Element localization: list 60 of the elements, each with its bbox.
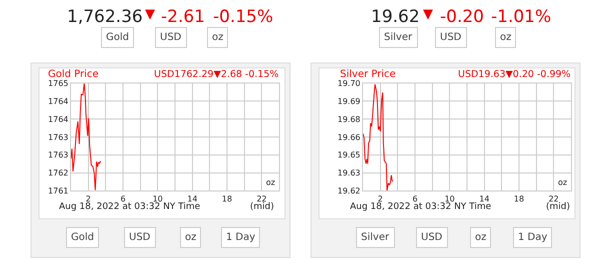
x-tick-label: 2	[378, 194, 383, 204]
x-tick-label: 14	[479, 194, 490, 204]
x-tick-label: 2	[86, 194, 91, 204]
y-tick-label: 1763	[48, 132, 68, 142]
chart-subtitle: USD19.63▼0.20 -0.99%	[458, 69, 571, 80]
text: USD	[440, 32, 462, 43]
text: oz	[185, 232, 196, 243]
text: Aug 18, 2022 at 03:32 NY Time	[59, 202, 201, 212]
x-tick-label: 10	[444, 194, 455, 204]
text: 19.62	[371, 7, 420, 27]
text: USD	[160, 32, 182, 43]
y-tick-label: 19.65	[337, 150, 360, 160]
text: USD	[421, 232, 443, 243]
y-tick-label: 1763	[48, 150, 68, 160]
chart-title: Silver Price	[340, 69, 396, 80]
text: ▼	[145, 7, 155, 22]
line-series	[71, 83, 102, 191]
text: oz	[475, 232, 486, 243]
x-tick-label: 10	[152, 194, 163, 204]
x-tick-label: 22	[548, 194, 559, 204]
y-tick-label: 1761	[48, 186, 68, 196]
text: (mid)	[250, 202, 274, 212]
y-tick-label: 19.63	[337, 168, 360, 178]
y-tick-label: 19.62	[337, 186, 360, 196]
y-tick-label: 1764	[48, 97, 68, 106]
annotation: oz	[558, 178, 568, 187]
text: oz	[500, 32, 512, 43]
chart-title: Gold Price	[48, 69, 99, 80]
y-tick-label: 1765	[48, 79, 68, 88]
chart-subtitle: USD1762.29▼2.68 -0.15%	[154, 69, 279, 80]
x-tick-label: 14	[187, 194, 198, 204]
text: (mid)	[546, 202, 570, 212]
line-series	[363, 84, 394, 191]
x-tick-label: 22	[256, 194, 267, 204]
text: 1,762.36	[67, 7, 143, 27]
text: -0.15%	[213, 7, 274, 27]
x-tick-label: 18	[222, 194, 232, 204]
text: Aug 18, 2022 at 03:32 NY Time	[350, 202, 492, 212]
text: Gold	[71, 232, 94, 243]
text: -0.20	[440, 7, 484, 27]
text: -2.61	[161, 7, 205, 27]
text: -1.01%	[491, 7, 552, 27]
text: Silver	[361, 232, 390, 243]
x-tick-label: 6	[412, 194, 418, 204]
annotation: oz	[266, 178, 276, 187]
x-tick-label: 18	[514, 194, 524, 204]
text: 1 Day	[518, 232, 548, 243]
text: 1 Day	[226, 232, 256, 243]
y-tick-label: 19.66	[337, 132, 360, 142]
y-tick-label: 1762	[48, 168, 68, 178]
text: USD	[129, 232, 151, 243]
y-tick-label: 1764	[48, 114, 68, 124]
text: Gold	[106, 32, 129, 43]
text: ▼	[423, 7, 433, 22]
y-tick-label: 19.69	[337, 97, 360, 106]
x-tick-label: 6	[120, 194, 126, 204]
y-tick-label: 19.70	[337, 79, 360, 88]
text: Silver	[384, 32, 413, 43]
y-tick-label: 19.68	[337, 114, 360, 124]
text: oz	[212, 32, 224, 43]
